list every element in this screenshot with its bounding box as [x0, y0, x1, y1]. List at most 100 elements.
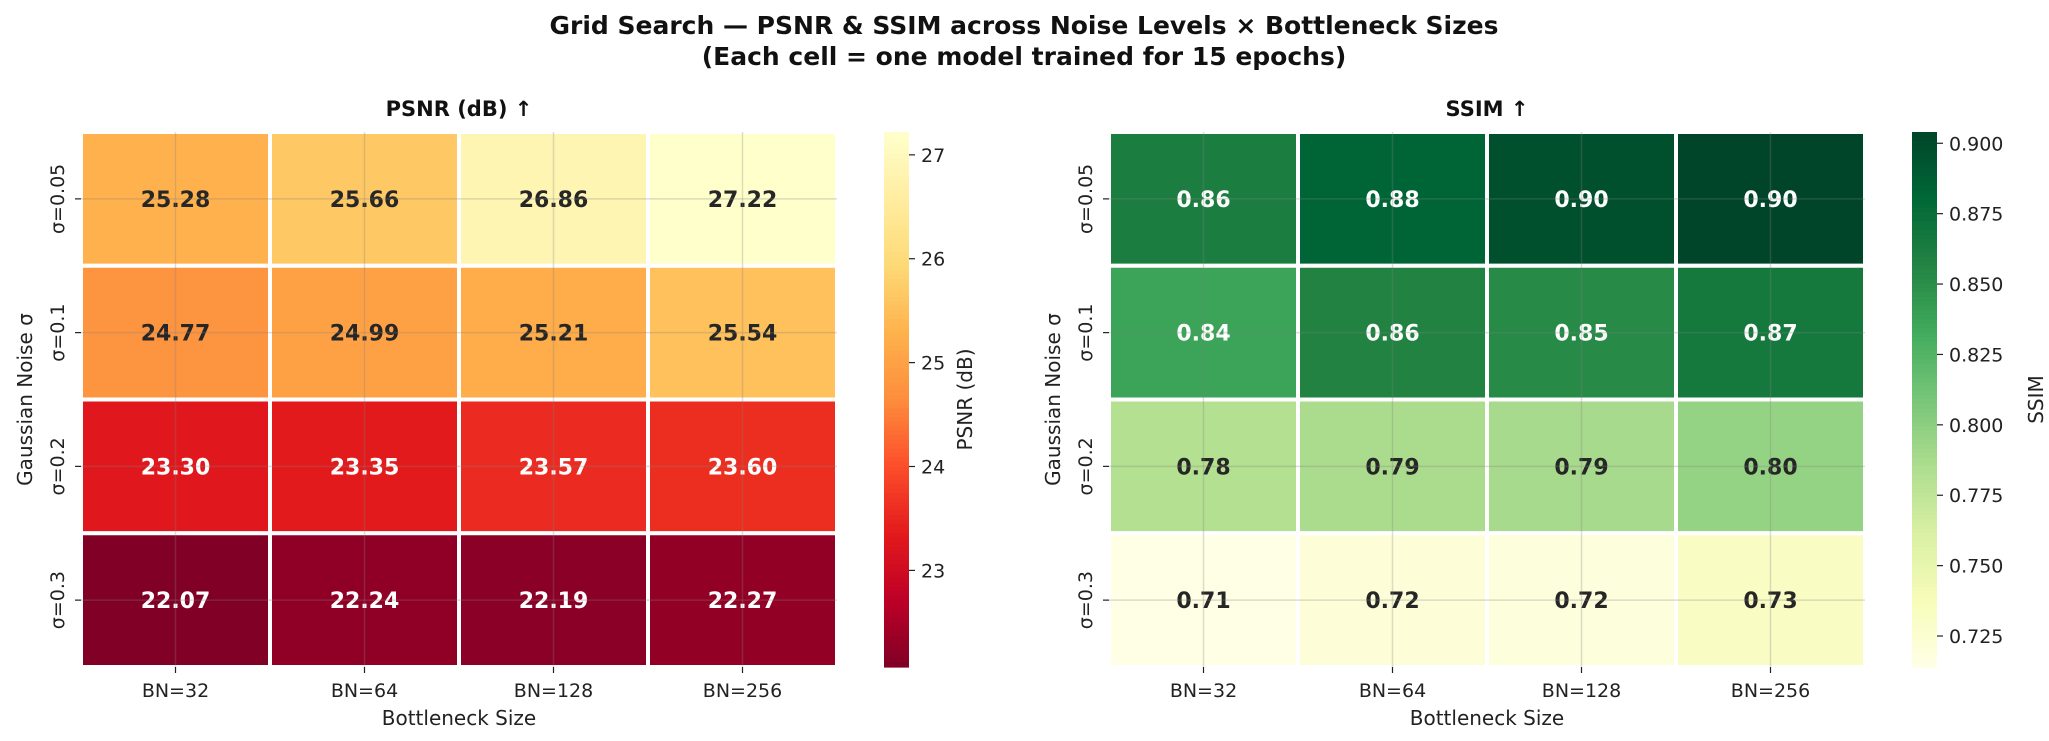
ssim-colorbar-segment	[1912, 390, 1937, 396]
ssim-colorbar-segment	[1912, 461, 1937, 467]
psnr-colorbar-segment	[884, 212, 909, 218]
ssim-cell	[1485, 397, 1678, 536]
psnr-colorbar-segment	[884, 502, 909, 508]
ssim-cell-label: 0.90	[1743, 188, 1797, 213]
psnr-colorbar-segment	[884, 368, 909, 374]
psnr-colorbar-segment	[884, 640, 909, 646]
psnr-colorbar-segment	[884, 292, 909, 298]
ssim-colorbar-segment	[1912, 225, 1937, 231]
psnr-colorbar-segment	[884, 341, 909, 347]
psnr-colorbar-segment	[884, 230, 909, 236]
psnr-colorbar-segment	[884, 484, 909, 490]
ssim-colorbar-segment	[1912, 631, 1937, 637]
ssim-x-tick-label: BN=128	[1542, 680, 1621, 702]
psnr-colorbar-segment	[884, 203, 909, 209]
ssim-colorbar-segment	[1912, 212, 1937, 218]
ssim-cell-label: 0.71	[1176, 589, 1230, 614]
psnr-cell-label: 25.54	[708, 322, 778, 347]
ssim-colorbar-segment	[1912, 323, 1937, 329]
ssim-colorbar-segment	[1912, 591, 1937, 597]
ssim-colorbar-label: SSIM	[2024, 375, 2048, 424]
psnr-colorbar-segment	[884, 296, 909, 303]
ssim-colorbar-segment	[1912, 662, 1937, 668]
psnr-colorbar-segment	[884, 234, 909, 240]
psnr-colorbar-segment	[884, 346, 909, 352]
psnr-colorbar-segment	[884, 149, 909, 155]
psnr-x-tick-label: BN=256	[703, 680, 782, 702]
psnr-colorbar-segment	[884, 577, 909, 583]
ssim-colorbar-segment	[1912, 430, 1937, 436]
ssim-colorbar-segment	[1912, 372, 1937, 378]
ssim-colorbar-segment	[1912, 167, 1937, 173]
psnr-colorbar-segment	[884, 194, 909, 200]
ssim-colorbar-segment	[1912, 274, 1937, 280]
psnr-colorbar-segment	[884, 568, 909, 574]
psnr-colorbar-segment	[884, 247, 909, 253]
ssim-colorbar-segment	[1912, 403, 1937, 410]
ssim-cell-label: 0.79	[1365, 455, 1419, 480]
psnr-colorbar-segment	[884, 644, 909, 650]
ssim-colorbar-segment	[1912, 136, 1937, 142]
psnr-colorbar-segment	[884, 207, 909, 213]
ssim-colorbar-segment	[1912, 577, 1937, 583]
ssim-colorbar-segment	[1912, 207, 1937, 213]
psnr-colorbar-segment	[884, 653, 909, 659]
psnr-colorbar-segment	[884, 537, 909, 543]
psnr-colorbar-segment	[884, 533, 909, 539]
psnr-colorbar-segment	[884, 377, 909, 383]
ssim-colorbar-segment	[1912, 292, 1937, 298]
psnr-colorbar-segment	[884, 609, 909, 615]
psnr-cell-label: 27.22	[708, 188, 778, 213]
ssim-colorbar-segment	[1912, 359, 1937, 365]
psnr-colorbar-segment	[884, 635, 909, 641]
psnr-colorbar-segment	[884, 167, 909, 173]
ssim-colorbar-segment	[1912, 421, 1937, 427]
psnr-colorbar-segment	[884, 622, 909, 628]
ssim-colorbar-segment	[1912, 301, 1937, 307]
psnr-colorbar-segment	[884, 461, 909, 467]
ssim-colorbar-segment	[1912, 649, 1937, 655]
psnr-cell-label: 24.77	[141, 322, 211, 347]
ssim-colorbar-segment	[1912, 457, 1937, 463]
ssim-colorbar-segment	[1912, 524, 1937, 530]
psnr-colorbar-segment	[884, 198, 909, 204]
ssim-colorbar-segment	[1912, 332, 1937, 338]
psnr-cell	[646, 263, 839, 402]
ssim-cell-label: 0.73	[1743, 589, 1797, 614]
psnr-colorbar-segment	[884, 399, 909, 405]
ssim-colorbar-segment	[1912, 363, 1937, 369]
ssim-colorbar-segment	[1912, 533, 1937, 539]
ssim-colorbar-segment	[1912, 510, 1937, 517]
ssim-colorbar-segment	[1912, 519, 1937, 525]
psnr-x-tick-label: BN=64	[331, 680, 398, 702]
psnr-colorbar-segment	[884, 265, 909, 271]
ssim-colorbar-segment	[1912, 470, 1937, 476]
psnr-cell-label: 23.30	[141, 455, 211, 480]
psnr-y-tick-label: σ=0.1	[47, 304, 69, 362]
ssim-colorbar-segment	[1912, 613, 1937, 619]
ssim-colorbar-segment	[1912, 158, 1937, 164]
psnr-colorbar-segment	[884, 408, 909, 414]
psnr-colorbar-segment	[884, 323, 909, 329]
psnr-colorbar-segment	[884, 604, 909, 610]
psnr-colorbar-segment	[884, 658, 909, 664]
psnr-colorbar-segment	[884, 542, 909, 548]
psnr-colorbar-segment	[884, 457, 909, 463]
psnr-colorbar-segment	[884, 279, 909, 285]
psnr-colorbar-segment	[884, 252, 909, 258]
ssim-colorbar-segment	[1912, 198, 1937, 204]
ssim-colorbar-segment	[1912, 564, 1937, 570]
ssim-cell-label: 0.90	[1554, 188, 1608, 213]
ssim-colorbar-segment	[1912, 132, 1937, 138]
ssim-colorbar-segment	[1912, 319, 1937, 325]
ssim-cell	[1296, 531, 1489, 669]
ssim-cell	[1296, 130, 1489, 268]
ssim-cell	[1674, 263, 1867, 402]
ssim-colorbar-segment	[1912, 426, 1937, 432]
psnr-colorbar-segment	[884, 421, 909, 427]
ssim-colorbar-segment	[1912, 354, 1937, 360]
ssim-cell-label: 0.72	[1554, 589, 1608, 614]
psnr-colorbar-segment	[884, 662, 909, 668]
ssim-colorbar-segment	[1912, 243, 1937, 249]
